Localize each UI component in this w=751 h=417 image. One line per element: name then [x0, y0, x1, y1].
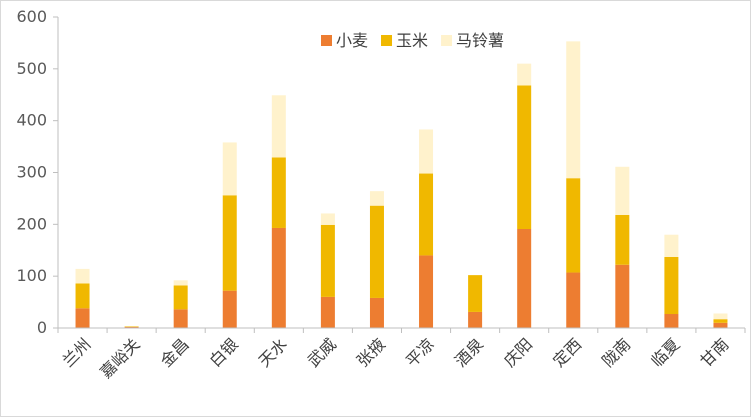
- x-tick-label: 酒泉: [451, 335, 487, 371]
- y-tick-label: 0: [37, 318, 47, 337]
- bar-segment: [713, 313, 728, 320]
- bar-segment: [369, 297, 384, 328]
- bar-segment: [419, 129, 434, 174]
- legend-swatch: [321, 35, 332, 46]
- bar-segment: [517, 63, 532, 86]
- bar-segment: [468, 311, 483, 328]
- bar-segment: [713, 319, 728, 323]
- bar-segment: [75, 283, 90, 309]
- bar-segment: [173, 280, 188, 286]
- legend-label: 小麦: [336, 31, 368, 50]
- legend: 小麦 玉米 马铃薯: [321, 31, 504, 50]
- bar-segment: [615, 215, 630, 265]
- x-tick-label: 庆阳: [500, 335, 536, 371]
- bar-segment: [664, 256, 679, 315]
- bar-segment: [320, 224, 335, 297]
- y-axis-ticks: 0 100 200 300 400 500 600: [16, 7, 58, 337]
- bar-segment: [271, 95, 286, 158]
- bar-segment: [664, 234, 679, 257]
- y-tick-label: 300: [16, 163, 47, 182]
- bar-segment: [320, 213, 335, 225]
- y-tick-label: 400: [16, 111, 47, 130]
- bar-segment: [419, 173, 434, 256]
- bar-segment: [566, 41, 581, 179]
- bar-segment: [173, 285, 188, 310]
- x-tick-label: 张掖: [353, 335, 389, 371]
- bar-segment: [468, 275, 483, 312]
- x-tick-label: 兰州: [58, 335, 94, 371]
- y-tick-label: 100: [16, 266, 47, 285]
- bar-segment: [173, 309, 188, 328]
- y-tick-label: 600: [16, 7, 47, 26]
- bar-segment: [664, 314, 679, 328]
- x-tick-label: 武威: [304, 335, 340, 371]
- x-tick-label: 嘉峪关: [96, 335, 143, 382]
- bar-segment: [517, 228, 532, 328]
- bar-segment: [369, 191, 384, 206]
- x-tick-label: 天水: [255, 335, 291, 371]
- bar-segment: [222, 290, 237, 328]
- bar-segment: [566, 272, 581, 328]
- bar-segment: [713, 322, 728, 328]
- x-tick-label: 甘南: [696, 335, 732, 371]
- bar-segment: [124, 326, 139, 328]
- legend-label: 玉米: [396, 31, 428, 50]
- legend-label: 马铃薯: [456, 31, 504, 50]
- bar-segment: [615, 166, 630, 216]
- x-axis-labels: 兰州 嘉峪关 金昌 白银 天水 武威 张掖 平凉 酒泉 庆阳 定西 陇南 临夏 甘南: [58, 335, 732, 382]
- x-tick-label: 平凉: [402, 335, 438, 371]
- x-tick-label: 陇南: [598, 335, 634, 371]
- x-tick-label: 白银: [206, 335, 242, 371]
- bar-segment: [517, 85, 532, 229]
- y-tick-label: 200: [16, 214, 47, 233]
- bar-segment: [320, 296, 335, 328]
- axes: [57, 17, 746, 333]
- bars: [75, 41, 728, 328]
- bar-segment: [271, 157, 286, 228]
- bar-segment: [75, 308, 90, 328]
- bar-segment: [124, 326, 139, 327]
- x-tick-label: 金昌: [157, 335, 193, 371]
- bar-segment: [222, 195, 237, 291]
- legend-swatch: [381, 35, 393, 46]
- legend-swatch: [441, 35, 453, 46]
- x-tick-label: 临夏: [647, 335, 683, 371]
- bar-segment: [419, 255, 434, 328]
- bar-segment: [75, 268, 90, 284]
- bar-segment: [566, 178, 581, 273]
- x-tick-label: 定西: [549, 335, 585, 371]
- bar-segment: [271, 227, 286, 328]
- bar-segment: [615, 264, 630, 328]
- y-tick-label: 500: [16, 59, 47, 78]
- bar-segment: [222, 142, 237, 196]
- bar-segment: [369, 205, 384, 298]
